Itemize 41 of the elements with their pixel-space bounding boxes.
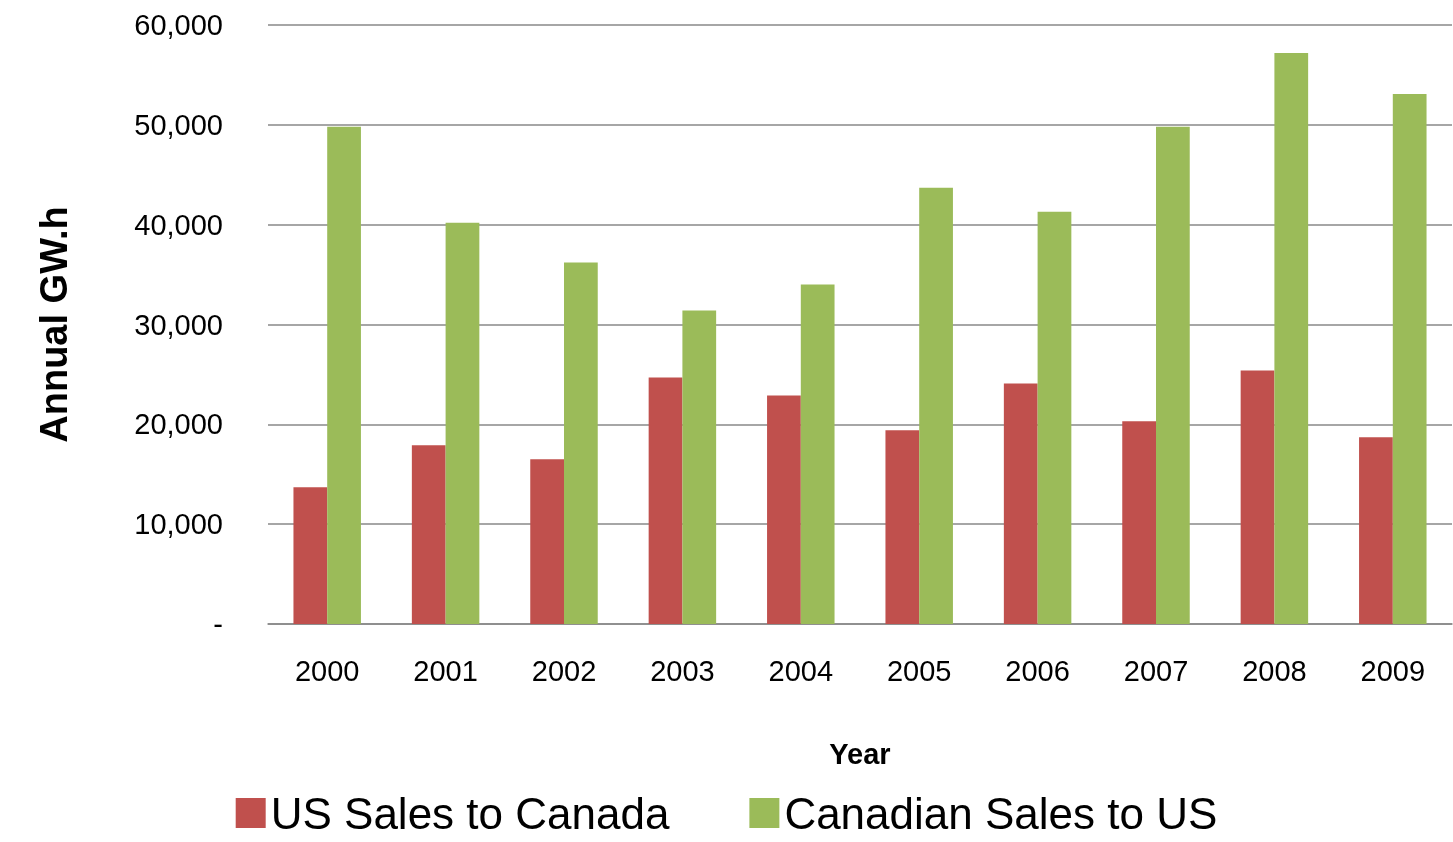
bar: [885, 430, 920, 624]
x-tick-label: 2003: [650, 654, 715, 687]
bar: [767, 395, 801, 624]
bar: [293, 487, 328, 624]
y-tick-label: 60,000: [134, 9, 223, 41]
y-tick-label: 40,000: [134, 208, 223, 241]
bar: [800, 284, 835, 624]
y-tick-label: 50,000: [134, 108, 223, 141]
bar: [530, 459, 564, 624]
x-tick-label: 2001: [413, 654, 478, 687]
bar: [682, 310, 717, 624]
bar: [1122, 421, 1156, 624]
bar: [648, 377, 683, 624]
bar: [1003, 383, 1038, 624]
x-tick-label: 2000: [294, 654, 360, 687]
y-tick-label: -: [213, 608, 223, 640]
bar: [919, 187, 953, 624]
legend-label: US Sales to Canada: [270, 788, 670, 838]
bar: [1156, 126, 1190, 624]
y-tick-label: 10,000: [134, 508, 223, 541]
bar: [564, 262, 598, 624]
y-tick-label: 30,000: [134, 308, 223, 341]
y-axis-title: Annual GW.h: [33, 206, 75, 443]
x-tick-label: 2009: [1360, 654, 1426, 687]
x-tick-label: 2005: [886, 654, 952, 687]
x-tick-label: 2006: [1005, 654, 1070, 687]
x-tick-label: 2007: [1123, 654, 1189, 687]
bar: [1359, 437, 1393, 624]
bar: [1274, 52, 1309, 624]
bar: [411, 445, 446, 624]
bar: [445, 222, 480, 624]
x-tick-label: 2004: [768, 654, 834, 687]
x-axis-title: Year: [829, 737, 891, 770]
legend-label: Canadian Sales to US: [784, 788, 1218, 838]
bar: [1392, 93, 1427, 624]
bar: [1240, 370, 1275, 624]
bar: [327, 126, 361, 624]
bar: [1037, 211, 1072, 624]
y-tick-label: 20,000: [134, 408, 223, 441]
x-tick-label: 2002: [531, 654, 597, 687]
x-tick-label: 2008: [1242, 654, 1307, 687]
